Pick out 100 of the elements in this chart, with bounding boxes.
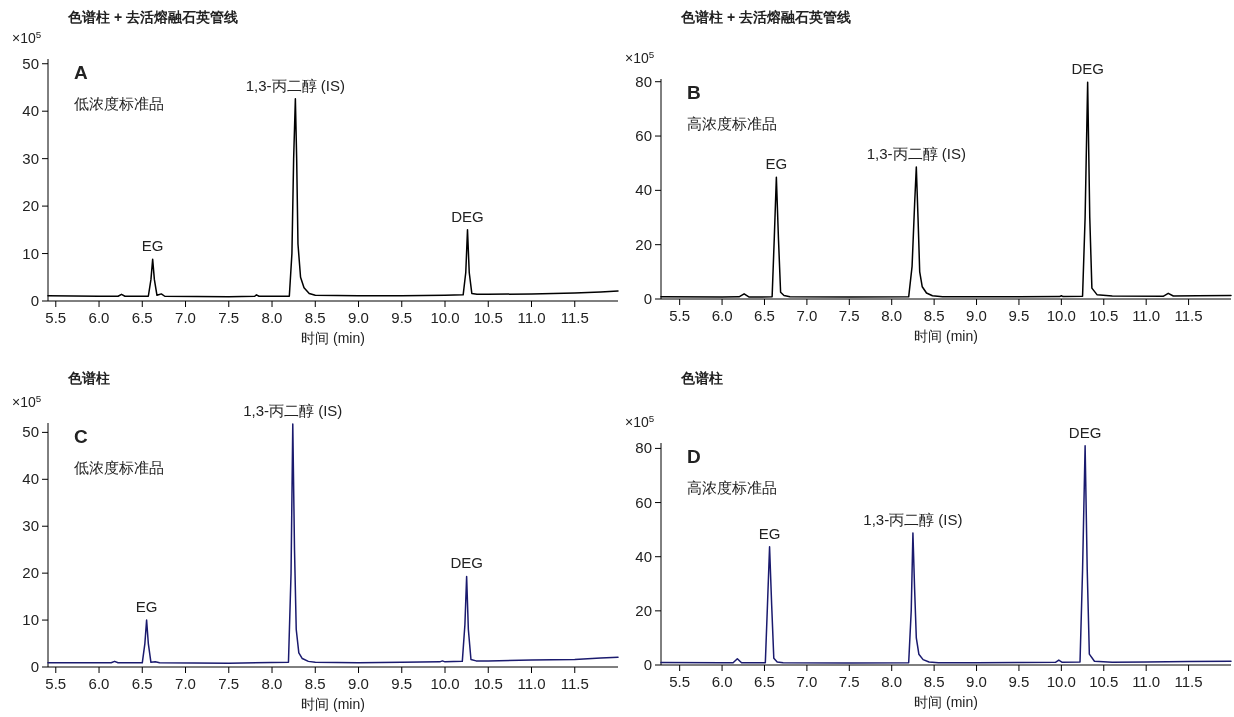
x-tick-label: 10.5 — [1089, 307, 1119, 324]
x-tick-label: 9.0 — [966, 307, 987, 324]
annotation: 1,3-丙二醇 (IS) — [243, 401, 343, 419]
x-tick-label: 10.0 — [1046, 307, 1076, 324]
x-tick-label: 10.0 — [430, 309, 460, 326]
x-tick-label: 6.5 — [754, 307, 775, 324]
y-axis-title: ×10$^{5}$ — [625, 48, 655, 66]
annotation: DEG — [451, 207, 484, 225]
x-tick-label: 11.5 — [1174, 673, 1203, 690]
x-tick-label: 9.0 — [966, 673, 987, 690]
x-tick-label: 11.5 — [560, 309, 589, 326]
annotation: C — [74, 426, 88, 447]
x-tick-label: 10.5 — [473, 309, 503, 326]
x-axis-title: 时间 (min) — [914, 328, 978, 344]
x-axis-title: 时间 (min) — [914, 694, 978, 710]
annotation: 1,3-丙二醇 (IS) — [866, 145, 966, 162]
x-axis-title: 时间 (min) — [301, 696, 365, 712]
x-tick-label: 8.0 — [881, 673, 903, 690]
x-tick-label: 7.5 — [838, 307, 860, 324]
chart-title: 色谱柱 — [680, 370, 723, 386]
annotation: 1,3-丙二醇 (IS) — [245, 76, 345, 94]
x-tick-label: 10.0 — [430, 675, 460, 692]
x-tick-label: 9.0 — [348, 675, 369, 692]
annotation: EG — [135, 598, 158, 616]
y-tick-label: 80 — [635, 439, 652, 457]
x-tick-label: 5.5 — [669, 307, 691, 324]
y-tick-label: 80 — [635, 72, 652, 90]
x-tick-label: 8.5 — [304, 309, 326, 326]
x-tick-label: 7.0 — [796, 307, 818, 324]
x-axis-title: 时间 (min) — [301, 330, 365, 346]
x-tick-label: 11.0 — [517, 675, 546, 692]
y-axis-title: ×10$^{5}$ — [12, 28, 42, 46]
annotation: B — [687, 82, 701, 103]
annotation: A — [74, 62, 88, 83]
x-tick-label: 11.0 — [1132, 307, 1161, 324]
x-tick-label: 7.0 — [796, 673, 818, 690]
y-tick-label: 40 — [22, 102, 39, 120]
y-tick-label: 50 — [22, 54, 39, 72]
x-tick-label: 8.0 — [261, 675, 283, 692]
x-tick-label: 11.0 — [1132, 673, 1161, 690]
x-tick-label: 6.0 — [711, 673, 733, 690]
annotation: EG — [765, 155, 788, 173]
x-tick-label: 9.5 — [391, 675, 413, 692]
x-tick-label: 6.0 — [88, 675, 110, 692]
x-tick-label: 7.0 — [175, 309, 196, 326]
y-tick-label: 20 — [635, 235, 652, 253]
x-tick-label: 8.5 — [923, 307, 945, 324]
y-tick-label: 50 — [22, 423, 39, 441]
x-tick-label: 7.5 — [838, 673, 860, 690]
y-tick-label: 20 — [22, 197, 39, 215]
x-tick-label: 6.5 — [131, 675, 153, 692]
x-tick-label: 8.0 — [261, 309, 283, 326]
annotation: EG — [758, 524, 781, 542]
y-tick-label: 20 — [635, 601, 652, 619]
x-tick-label: 11.5 — [1174, 307, 1203, 324]
annotation: DEG — [1071, 60, 1104, 78]
x-tick-label: 7.5 — [218, 675, 240, 692]
x-tick-label: 9.5 — [1008, 673, 1030, 690]
x-tick-label: 7.0 — [175, 675, 196, 692]
y-axis-title: ×10$^{5}$ — [12, 392, 42, 410]
y-tick-label: 40 — [635, 181, 652, 199]
text: 低浓度标准品 — [74, 95, 164, 112]
x-tick-label: 5.5 — [669, 673, 691, 690]
x-tick-label: 10.5 — [1089, 673, 1119, 690]
x-tick-label: 6.5 — [754, 673, 775, 690]
text: 高浓度标准品 — [687, 115, 777, 132]
x-tick-label: 10.5 — [473, 675, 503, 692]
y-tick-label: 40 — [22, 470, 39, 488]
annotation: 1,3-丙二醇 (IS) — [863, 510, 963, 528]
y-tick-label: 20 — [22, 564, 39, 582]
x-tick-label: 5.5 — [45, 309, 67, 326]
y-tick-label: 0 — [643, 656, 652, 673]
x-tick-label: 8.0 — [881, 307, 903, 324]
y-tick-label: 0 — [30, 292, 39, 309]
x-tick-label: 11.5 — [560, 675, 589, 692]
annotation: EG — [141, 237, 164, 255]
text: 高浓度标准品 — [687, 479, 777, 496]
x-tick-label: 10.0 — [1046, 673, 1076, 690]
x-tick-label: 6.0 — [711, 307, 733, 324]
y-tick-label: 30 — [22, 517, 39, 535]
y-tick-label: 10 — [22, 611, 39, 629]
annotation: DEG — [450, 554, 483, 572]
annotation: DEG — [1068, 423, 1102, 441]
x-tick-label: 8.5 — [923, 673, 945, 690]
x-tick-label: 9.5 — [1008, 307, 1030, 324]
x-tick-label: 8.5 — [304, 675, 326, 692]
chart-title: 色谱柱 + 去活熔融石英管线 — [67, 9, 238, 25]
y-tick-label: 40 — [635, 547, 652, 565]
x-tick-label: 7.5 — [218, 309, 240, 326]
y-tick-label: 0 — [30, 658, 39, 675]
x-tick-label: 5.5 — [45, 675, 67, 692]
y-tick-label: 60 — [635, 493, 652, 511]
x-tick-label: 11.0 — [517, 309, 546, 326]
x-tick-label: 9.5 — [391, 309, 413, 326]
y-tick-label: 60 — [635, 127, 652, 145]
chart-title: 色谱柱 + 去活熔融石英管线 — [680, 9, 851, 25]
x-tick-label: 6.5 — [131, 309, 153, 326]
text: 低浓度标准品 — [74, 459, 164, 476]
annotation: D — [687, 446, 701, 467]
y-tick-label: 0 — [643, 290, 652, 307]
